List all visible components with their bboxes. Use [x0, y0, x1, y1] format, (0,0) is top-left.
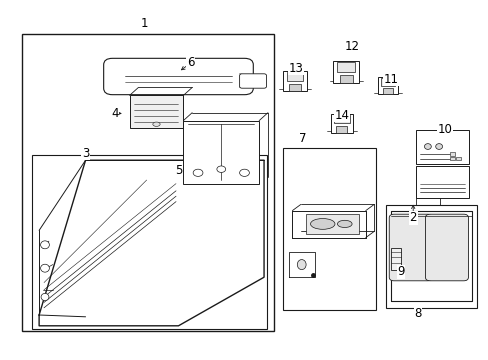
Text: 14: 14: [334, 109, 349, 122]
FancyBboxPatch shape: [239, 74, 266, 88]
Text: 7: 7: [299, 132, 306, 145]
Bar: [336, 126, 346, 133]
Text: 9: 9: [396, 265, 404, 278]
Text: 2: 2: [408, 211, 416, 224]
Bar: [380, 78, 394, 86]
Bar: [455, 157, 460, 160]
Bar: [449, 157, 454, 160]
Bar: [339, 75, 352, 83]
Text: 11: 11: [383, 73, 398, 86]
Ellipse shape: [217, 166, 225, 172]
FancyBboxPatch shape: [103, 58, 253, 95]
Ellipse shape: [193, 169, 203, 176]
Bar: [183, 121, 259, 184]
FancyBboxPatch shape: [283, 71, 306, 91]
Bar: [390, 248, 400, 270]
Text: 5: 5: [174, 165, 182, 177]
Bar: [305, 214, 359, 234]
Bar: [337, 62, 354, 72]
Bar: [129, 95, 183, 128]
Ellipse shape: [337, 220, 351, 228]
FancyBboxPatch shape: [425, 214, 468, 281]
Bar: [22, 34, 273, 331]
Bar: [288, 84, 300, 91]
Ellipse shape: [41, 293, 49, 301]
Text: 4: 4: [111, 107, 119, 120]
Text: 3: 3: [81, 147, 89, 159]
Text: 10: 10: [437, 123, 451, 136]
Bar: [415, 130, 468, 164]
Bar: [282, 148, 375, 310]
Bar: [32, 155, 266, 329]
Text: 13: 13: [288, 62, 303, 75]
Ellipse shape: [435, 144, 442, 149]
Text: 6: 6: [186, 57, 194, 69]
Text: 8: 8: [413, 307, 421, 320]
Ellipse shape: [41, 241, 49, 249]
FancyBboxPatch shape: [333, 61, 358, 83]
Ellipse shape: [424, 144, 430, 149]
Ellipse shape: [153, 122, 160, 126]
Bar: [333, 115, 349, 123]
FancyBboxPatch shape: [377, 77, 397, 94]
FancyBboxPatch shape: [330, 114, 352, 133]
Ellipse shape: [239, 169, 249, 176]
Bar: [286, 72, 303, 81]
Bar: [449, 152, 454, 156]
Bar: [386, 205, 476, 308]
Text: 12: 12: [344, 40, 359, 53]
Ellipse shape: [310, 219, 334, 229]
Ellipse shape: [297, 260, 305, 270]
Bar: [382, 88, 392, 94]
FancyBboxPatch shape: [388, 214, 431, 281]
Ellipse shape: [41, 264, 49, 272]
Bar: [415, 166, 468, 198]
Text: 1: 1: [140, 17, 148, 30]
